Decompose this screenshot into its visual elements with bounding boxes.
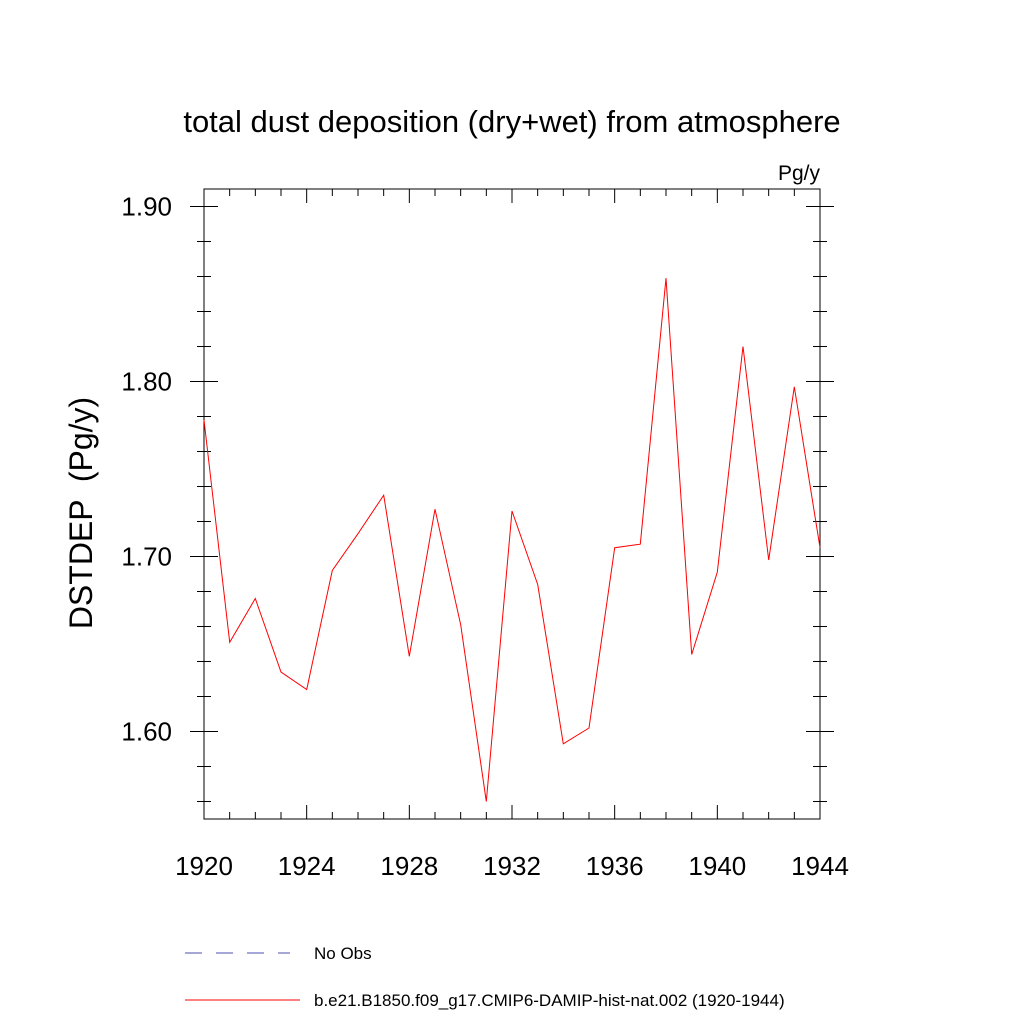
data-point [409,656,410,657]
data-point [383,495,384,496]
x-tick-label: 1920 [175,851,233,881]
data-point [255,598,256,599]
y-axis-label: DSTDEP (Pg/y) [63,397,99,629]
data-point [357,533,358,534]
data-point [717,572,718,573]
units-label: Pg/y [778,162,821,185]
data-point [306,689,307,690]
axis-tick-labels: 1920 1924 1928 1932 1936 1940 1944 1.60 1.70 1.80… [121,192,849,882]
data-point [203,419,204,420]
plot-frame [203,188,821,820]
data-point [511,510,512,511]
plot-border [203,188,821,820]
axis-ticks [190,189,834,819]
x-tick-label: 1944 [791,851,849,881]
y-tick-label: 1.70 [121,542,172,572]
data-point [614,547,615,548]
data-point [794,386,795,387]
legend-label-model: b.e21.B1850.f09_g17.CMIP6-DAMIP-hist-nat… [314,991,785,1010]
data-point [460,624,461,625]
data-point [332,570,333,571]
data-point [665,278,666,279]
y-tick-label: 1.90 [121,192,172,222]
data-point [691,654,692,655]
legend: No Obs b.e21.B1850.f09_g17.CMIP6-DAMIP-h… [185,944,785,1010]
y-tick-label: 1.60 [121,717,172,747]
x-tick-label: 1936 [586,851,644,881]
x-tick-label: 1928 [380,851,438,881]
legend-label-no-obs: No Obs [314,944,372,963]
data-point [588,727,589,728]
series-layer [203,278,821,802]
y-tick-label: 1.80 [121,367,172,397]
data-point [742,346,743,347]
chart-title: total dust deposition (dry+wet) from atm… [183,104,840,139]
data-point [640,544,641,545]
data-point [434,509,435,510]
data-point [819,547,820,548]
x-tick-label: 1924 [278,851,336,881]
series-line [203,278,821,802]
x-tick-label: 1940 [688,851,746,881]
data-point [768,559,769,560]
data-point [280,671,281,672]
data-point [229,642,230,643]
data-point [563,743,564,744]
data-point [486,801,487,802]
x-tick-label: 1932 [483,851,541,881]
data-point [537,584,538,585]
